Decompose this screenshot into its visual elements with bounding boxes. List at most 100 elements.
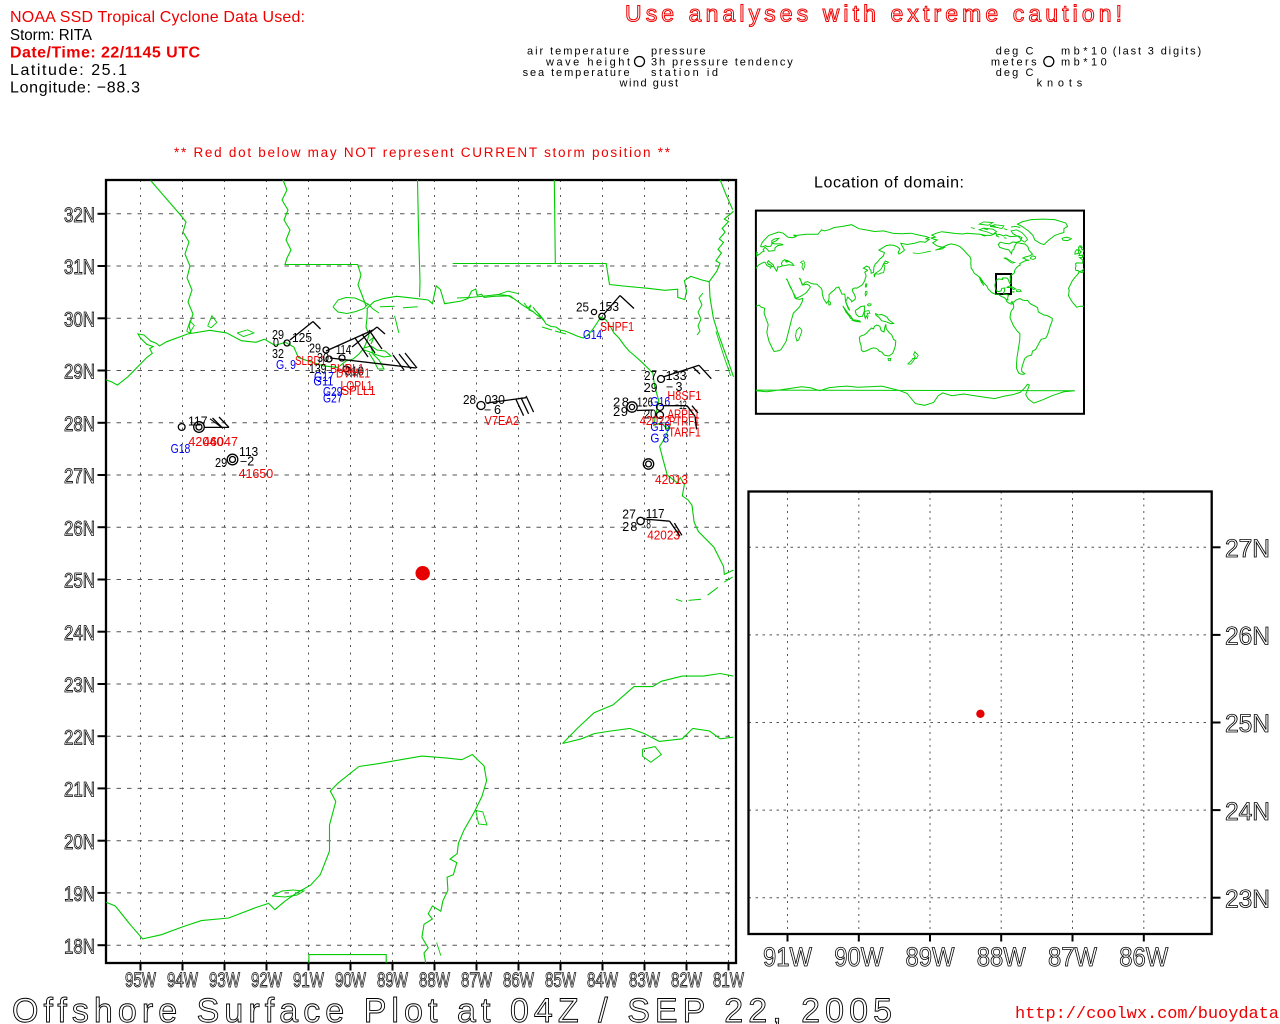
svg-text:92W: 92W bbox=[251, 969, 282, 992]
svg-text:G16: G16 bbox=[650, 420, 670, 434]
svg-text:27N: 27N bbox=[1225, 535, 1270, 563]
svg-text:42023: 42023 bbox=[647, 529, 680, 543]
svg-text:42040: 42040 bbox=[188, 435, 223, 449]
svg-text:G. 9: G. 9 bbox=[276, 358, 296, 372]
svg-text:29: 29 bbox=[309, 342, 321, 356]
svg-text:93W: 93W bbox=[209, 969, 240, 992]
svg-text:3h pressure tendency: 3h pressure tendency bbox=[651, 57, 793, 69]
svg-text:114: 114 bbox=[336, 343, 351, 357]
svg-text:89W: 89W bbox=[377, 969, 408, 992]
svg-text:BURL1: BURL1 bbox=[330, 362, 364, 376]
svg-text:19N: 19N bbox=[64, 883, 95, 906]
svg-text:G27: G27 bbox=[323, 392, 343, 406]
svg-text:28: 28 bbox=[613, 395, 629, 410]
svg-text:Longitude: −88.3: Longitude: −88.3 bbox=[10, 80, 140, 97]
svg-text:23N: 23N bbox=[64, 674, 95, 697]
svg-text:29: 29 bbox=[613, 404, 628, 419]
svg-text:81W: 81W bbox=[713, 969, 744, 992]
svg-text:28: 28 bbox=[622, 520, 637, 534]
svg-text:87W: 87W bbox=[1048, 942, 1097, 972]
svg-text:27: 27 bbox=[622, 507, 636, 521]
svg-text:32: 32 bbox=[272, 347, 284, 361]
svg-text:133: 133 bbox=[666, 369, 687, 383]
svg-text:(last 3 digits): (last 3 digits) bbox=[1113, 46, 1201, 58]
svg-text:SLBD1: SLBD1 bbox=[295, 354, 326, 368]
svg-text:SPLL1: SPLL1 bbox=[342, 384, 376, 398]
svg-text:G17: G17 bbox=[314, 370, 334, 384]
svg-text:Use analyses with extreme caut: Use analyses with extreme caution! bbox=[625, 1, 1122, 27]
svg-text:PTRF1: PTRF1 bbox=[669, 415, 700, 429]
svg-text:knots: knots bbox=[1037, 78, 1083, 90]
svg-text:88W: 88W bbox=[977, 942, 1026, 972]
svg-text:8: 8 bbox=[646, 518, 651, 532]
svg-text:pressure: pressure bbox=[651, 46, 706, 58]
svg-text:http://coolwx.com/buoydata: http://coolwx.com/buoydata bbox=[1015, 1005, 1279, 1024]
svg-text:94W: 94W bbox=[167, 969, 198, 992]
svg-text:SHPF1: SHPF1 bbox=[600, 320, 634, 334]
svg-text:LOPL1: LOPL1 bbox=[341, 379, 373, 393]
svg-text:86W: 86W bbox=[1119, 942, 1168, 972]
svg-text:20N: 20N bbox=[64, 831, 95, 854]
svg-text:mb*10: mb*10 bbox=[1061, 57, 1107, 69]
svg-text:31N: 31N bbox=[64, 256, 95, 279]
svg-text:18N: 18N bbox=[64, 935, 95, 958]
svg-text:deg C: deg C bbox=[996, 67, 1034, 79]
svg-text:wave height: wave height bbox=[545, 57, 630, 69]
svg-text:117: 117 bbox=[188, 414, 208, 428]
svg-text:wind gust: wind gust bbox=[619, 78, 679, 90]
svg-text:26N: 26N bbox=[64, 517, 95, 540]
svg-text:Date/Time: 22/1145 UTC: Date/Time: 22/1145 UTC bbox=[10, 45, 200, 62]
svg-text:H8SF1: H8SF1 bbox=[667, 389, 701, 403]
svg-text:89W: 89W bbox=[906, 942, 955, 972]
svg-text:30: 30 bbox=[317, 351, 329, 365]
svg-text:88W: 88W bbox=[419, 969, 450, 992]
svg-text:20: 20 bbox=[644, 408, 656, 422]
svg-text:28: 28 bbox=[463, 393, 476, 407]
svg-text:90W: 90W bbox=[335, 969, 366, 992]
svg-text:station id: station id bbox=[651, 67, 718, 79]
svg-text:G14: G14 bbox=[583, 328, 602, 342]
svg-text:** Red dot below may NOT repre: ** Red dot below may NOT represent CURRE… bbox=[174, 145, 671, 160]
svg-text:84W: 84W bbox=[587, 969, 618, 992]
svg-text:28N: 28N bbox=[64, 413, 95, 436]
svg-text:−12: −12 bbox=[675, 398, 687, 412]
svg-text:G11: G11 bbox=[313, 375, 333, 389]
svg-text:Location of domain:: Location of domain: bbox=[814, 175, 964, 192]
svg-text:29: 29 bbox=[644, 381, 657, 395]
svg-text:85W: 85W bbox=[545, 969, 576, 992]
svg-text:83W: 83W bbox=[629, 969, 660, 992]
svg-text:25N: 25N bbox=[1225, 710, 1270, 738]
svg-text:32N: 32N bbox=[64, 204, 95, 227]
svg-text:139: 139 bbox=[309, 362, 327, 376]
svg-text:23N: 23N bbox=[1225, 885, 1270, 913]
svg-text:NOAA SSD Tropical Cyclone Data: NOAA SSD Tropical Cyclone Data Used: bbox=[10, 9, 305, 26]
svg-text:sea temperature: sea temperature bbox=[523, 67, 630, 79]
svg-text:G29: G29 bbox=[323, 385, 343, 399]
svg-text:90W: 90W bbox=[834, 942, 883, 972]
svg-text:−2: −2 bbox=[240, 455, 254, 469]
svg-text:46047: 46047 bbox=[203, 435, 238, 449]
svg-text:V7EA2: V7EA2 bbox=[485, 414, 520, 428]
svg-text:22N: 22N bbox=[64, 726, 95, 749]
svg-text:126: 126 bbox=[637, 396, 653, 410]
svg-text:82W: 82W bbox=[671, 969, 702, 992]
svg-text:29N: 29N bbox=[64, 361, 95, 384]
svg-text:153: 153 bbox=[599, 300, 619, 314]
svg-text:meters: meters bbox=[991, 57, 1037, 69]
svg-text:G16: G16 bbox=[650, 395, 670, 409]
svg-text:0: 0 bbox=[273, 336, 279, 350]
svg-text:Latitude: 25.1: Latitude: 25.1 bbox=[10, 62, 127, 79]
svg-text:21N: 21N bbox=[64, 779, 95, 802]
svg-text:41650: 41650 bbox=[239, 467, 274, 481]
svg-text:86W: 86W bbox=[503, 969, 534, 992]
svg-text:87W: 87W bbox=[461, 969, 492, 992]
svg-text:27N: 27N bbox=[64, 465, 95, 488]
svg-text:TARF1: TARF1 bbox=[669, 426, 701, 440]
svg-text:G 8: G 8 bbox=[650, 432, 669, 446]
svg-text:030: 030 bbox=[485, 393, 506, 407]
svg-text:29: 29 bbox=[272, 328, 284, 342]
svg-text:117: 117 bbox=[646, 507, 665, 521]
svg-text:25: 25 bbox=[576, 301, 589, 315]
svg-text:29: 29 bbox=[215, 456, 227, 470]
svg-text:42022: 42022 bbox=[640, 414, 671, 428]
